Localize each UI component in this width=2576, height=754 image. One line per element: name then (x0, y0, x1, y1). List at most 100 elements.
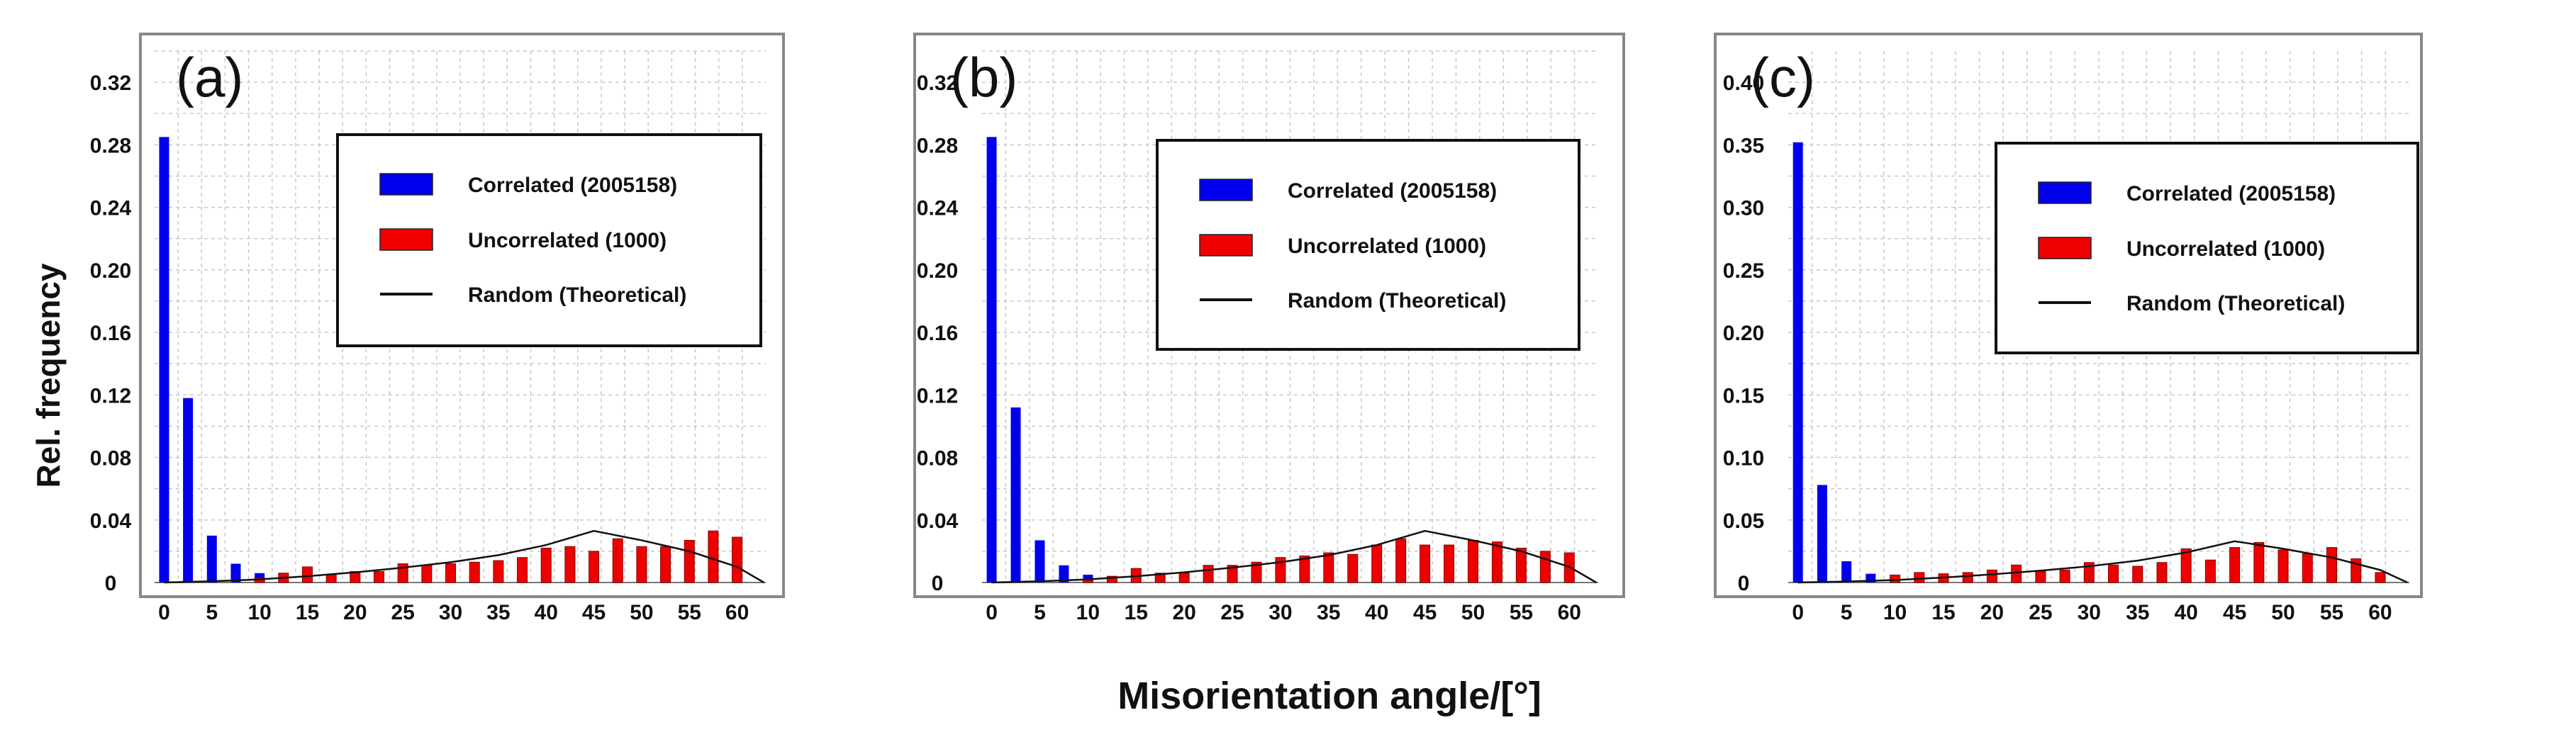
legend-label: Uncorrelated (1000) (2126, 237, 2325, 261)
x-tick-label: 15 (296, 601, 319, 624)
bar-uncorrelated (2132, 566, 2143, 583)
y-tick-label: 0 (1738, 572, 1750, 595)
x-tick-label: 45 (582, 601, 606, 624)
x-tick-label: 10 (1883, 601, 1907, 624)
x-tick-label: 60 (2368, 601, 2392, 624)
legend-label: Correlated (2005158) (1288, 179, 1497, 203)
x-tick-label: 40 (1365, 601, 1388, 624)
random-theoretical-line (991, 529, 1597, 584)
bar-uncorrelated (732, 536, 743, 583)
y-tick-label: 0.12 (90, 384, 131, 407)
bar-uncorrelated (2180, 548, 2192, 583)
y-tick-label: 0.04 (90, 510, 132, 533)
y-tick-label: 0.16 (90, 322, 131, 345)
x-tick-label: 20 (343, 601, 367, 624)
bar-uncorrelated (1986, 569, 1997, 583)
y-tick-label: 0.15 (1723, 384, 1764, 407)
legend-label: Random (Theoretical) (1288, 289, 1506, 313)
y-tick-label: 0.24 (90, 197, 132, 220)
bar-uncorrelated (1275, 557, 1286, 583)
bar-correlated (1010, 407, 1021, 583)
bar-uncorrelated (1962, 572, 1973, 583)
bar-uncorrelated (1914, 572, 1925, 583)
panel-label: (b) (950, 46, 1017, 108)
bar-uncorrelated (1227, 565, 1238, 583)
x-tick-label: 0 (158, 601, 170, 624)
x-tick-label: 15 (1125, 601, 1148, 624)
y-tick-label: 0.28 (917, 134, 958, 157)
bar-uncorrelated (1323, 552, 1334, 583)
y-tick-label: 0.08 (917, 447, 958, 471)
random-theoretical-line (164, 529, 764, 584)
bar-correlated (230, 563, 241, 583)
y-tick-label: 0.28 (90, 134, 131, 157)
y-tick-label: 0.16 (917, 322, 958, 345)
panel-b: 0 0.04 0.08 0.12 0.16 0.20 0.24 0.28 0.32 0 5 10 15 2… (913, 33, 1625, 624)
x-tick-label: 20 (1172, 601, 1195, 624)
random-theoretical-line (1797, 540, 2408, 584)
y-tick-label: 0.40 (1723, 72, 1764, 95)
bar-uncorrelated (2035, 570, 2046, 583)
x-tick-label: 20 (1980, 601, 2004, 624)
legend-label: Uncorrelated (1000) (1288, 235, 1486, 258)
bar-uncorrelated (2011, 564, 2022, 583)
bar-uncorrelated (612, 538, 623, 583)
legend-label: Random (Theoretical) (468, 283, 686, 307)
y-tick-label: 0.32 (90, 72, 131, 95)
bar-uncorrelated (2277, 549, 2289, 583)
bar-correlated (1059, 565, 1069, 583)
y-tick-label: 0.10 (1723, 447, 1764, 471)
x-tick-label: 50 (630, 601, 653, 624)
y-tick-label: 0 (932, 572, 944, 595)
bar-uncorrelated (2326, 547, 2337, 583)
bar-correlated (206, 535, 217, 583)
bar-uncorrelated (1539, 551, 1551, 583)
y-tick-label: 0.30 (1723, 197, 1764, 220)
bar-uncorrelated (636, 546, 647, 583)
bar-uncorrelated (708, 530, 719, 583)
bar-uncorrelated (2229, 547, 2241, 583)
y-tick-label: 0.25 (1723, 259, 1764, 283)
bar-uncorrelated (564, 546, 576, 583)
bar-correlated (183, 398, 194, 583)
bar-uncorrelated (421, 565, 433, 583)
bar-correlated (1792, 142, 1803, 583)
x-tick-label: 60 (1558, 601, 1581, 624)
series-uncorrelated (1890, 542, 2386, 583)
bar-uncorrelated (2375, 572, 2386, 583)
x-tick-label: 25 (391, 601, 415, 624)
x-tick-label: 30 (439, 601, 462, 624)
legend-swatch (2038, 181, 2092, 204)
bar-uncorrelated (1515, 547, 1527, 583)
legend-swatch (379, 228, 433, 251)
y-tick-label: 0.20 (917, 259, 958, 283)
bar-uncorrelated (589, 551, 600, 583)
x-tick-label: 55 (1510, 601, 1533, 624)
x-tick-label: 30 (1269, 601, 1292, 624)
bar-uncorrelated (1203, 565, 1214, 583)
x-tick-label: 45 (2223, 601, 2246, 624)
bar-uncorrelated (302, 566, 313, 583)
legend-swatch (1199, 234, 1253, 257)
legend-label: Correlated (2005158) (2126, 182, 2336, 206)
x-tick-label: 5 (1841, 601, 1853, 624)
x-tick-label: 45 (1413, 601, 1437, 624)
bar-uncorrelated (1106, 575, 1117, 583)
bar-uncorrelated (2108, 564, 2119, 583)
legend-label: Random (Theoretical) (2126, 292, 2345, 315)
bar-correlated (159, 137, 169, 583)
x-tick-label: 5 (206, 601, 218, 624)
y-tick-label: 0.24 (917, 197, 959, 220)
bar-uncorrelated (1467, 539, 1478, 583)
x-tick-label: 25 (2029, 601, 2052, 624)
bar-uncorrelated (1178, 573, 1190, 583)
panel-a: 0 0.04 0.08 0.12 0.16 0.20 0.24 0.28 0.32 0 5 10 15 2… (90, 33, 785, 624)
y-tick-label: 0.05 (1723, 510, 1764, 533)
panel-label: (c) (1751, 46, 1815, 108)
x-tick-label: 50 (2271, 601, 2295, 624)
panel-c: 0 0.05 0.10 0.15 0.20 0.25 0.30 0.35 0.40 0 5 10 15 2… (1714, 33, 2423, 624)
x-tick-label: 15 (1931, 601, 1955, 624)
x-tick-label: 55 (2320, 601, 2343, 624)
bar-uncorrelated (1491, 541, 1502, 583)
